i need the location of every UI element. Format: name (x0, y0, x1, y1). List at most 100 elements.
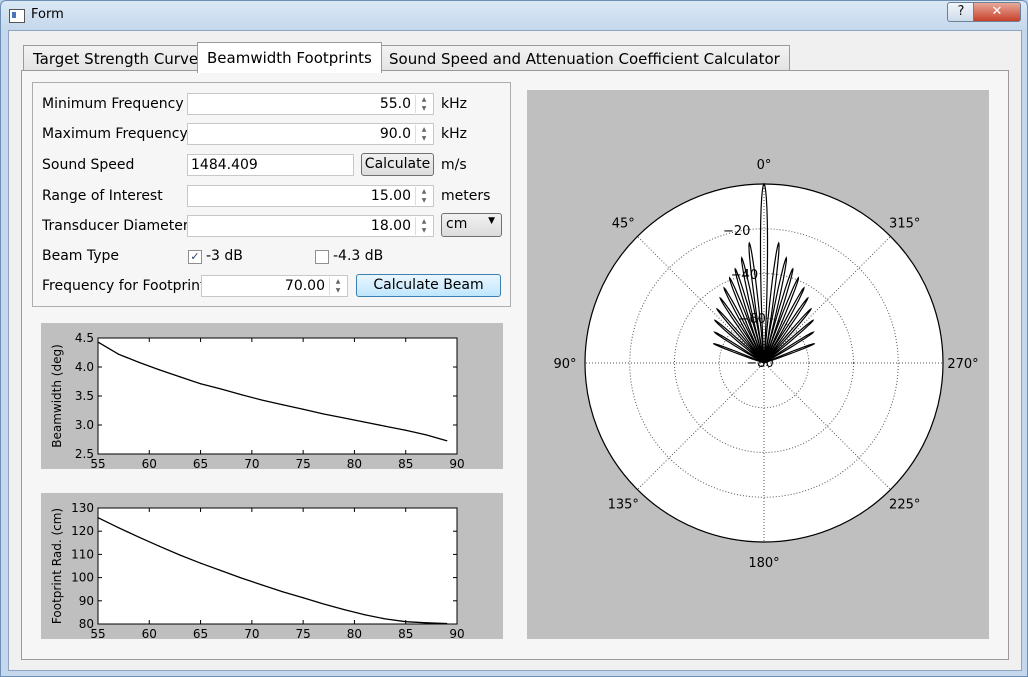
side-lobe (740, 256, 765, 364)
polar-angle-label: 0° (757, 158, 772, 173)
y-tick-label: 130 (71, 501, 94, 515)
spin-arrows-icon[interactable]: ▲ ▼ (415, 95, 432, 113)
data-point (138, 536, 140, 538)
diameter-spinbox[interactable]: 18.00 ▲ ▼ (187, 215, 434, 237)
data-point (117, 527, 120, 529)
footprint-chart: 55 60 65 70 75 80 85 90 80 90 100 110 120 130 Footprin… (50, 501, 465, 641)
diameter-unit-value: cm (446, 216, 468, 232)
footprint-frequency-spinbox[interactable]: 70.00 ▲ ▼ (201, 275, 348, 297)
diameter-unit-combo[interactable]: cm ▼ (441, 213, 502, 237)
sound-speed-unit: m/s (441, 157, 467, 173)
polar-angle-label: 225° (889, 498, 920, 513)
beam-4-3db-label: -4.3 dB (333, 248, 384, 264)
range-value: 15.00 (370, 188, 411, 204)
close-button[interactable]: ✕ (973, 2, 1021, 22)
data-point (425, 622, 427, 624)
data-point (302, 597, 304, 599)
sound-speed-input[interactable]: 1484.409 (187, 154, 354, 176)
x-tick-label: 60 (142, 457, 157, 469)
window-title: Form (31, 7, 64, 22)
side-lobe (715, 307, 765, 364)
data-point (405, 621, 407, 623)
footprint-frequency-value: 70.00 (284, 278, 325, 294)
calculate-beam-button[interactable]: Calculate Beam (356, 274, 501, 297)
side-lobe (763, 307, 813, 364)
y-axis-label: Footprint Rad. (cm) (50, 508, 64, 624)
data-point (282, 404, 284, 406)
polar-grid-circle (674, 273, 854, 453)
side-lobe (712, 343, 765, 364)
title-bar[interactable]: Form ? ✕ (1, 1, 1027, 31)
data-point (343, 417, 345, 419)
y-tick-label: 100 (71, 571, 94, 585)
x-tick-label: 75 (296, 627, 311, 639)
y-axis-label: Beamwidth (deg) (50, 344, 64, 448)
x-tick-label: 85 (398, 457, 413, 469)
y-tick-label: 120 (71, 524, 94, 538)
beam-3db-label: -3 dB (206, 248, 243, 264)
x-tick-label: 70 (244, 627, 259, 639)
client-area: Target Strength Curve Beamwidth Footprin… (8, 30, 1022, 671)
main-lobe (759, 182, 769, 364)
y-tick-label: 80 (79, 617, 94, 631)
data-point (158, 545, 161, 547)
min-frequency-unit: kHz (441, 96, 467, 112)
parameters-group: Minimum Frequency 55.0 ▲ ▼ kHz Maximum Fr… (32, 82, 511, 307)
data-point (302, 408, 304, 410)
range-unit: meters (441, 188, 491, 204)
y-tick-label: 3.0 (75, 418, 94, 432)
beam-4-3db-checkbox[interactable] (315, 250, 329, 264)
spin-arrows-icon[interactable]: ▲ ▼ (415, 187, 432, 205)
min-frequency-spinbox[interactable]: 55.0 ▲ ▼ (187, 93, 434, 115)
y-tick-label: 4.5 (75, 331, 94, 345)
side-lobe (723, 286, 765, 364)
data-point (446, 440, 448, 442)
side-lobe (763, 296, 809, 364)
beam-3db-checkbox[interactable]: ✓ (188, 250, 202, 264)
side-lobe (763, 319, 815, 364)
data-point (425, 434, 427, 436)
polar-angle-label: 270° (947, 357, 978, 372)
calculate-sound-speed-button[interactable]: Calculate (361, 153, 434, 176)
data-point (179, 554, 181, 556)
y-tick-label: 2.5 (75, 447, 94, 461)
x-tick-label: 75 (296, 457, 311, 469)
help-button[interactable]: ? (947, 2, 975, 22)
polar-grid-circle (629, 228, 899, 498)
data-point (220, 388, 222, 390)
side-lobe (763, 241, 780, 364)
max-frequency-value: 90.0 (379, 126, 411, 142)
x-tick-label: 55 (90, 627, 105, 639)
beamwidth-chart: 55 60 65 70 75 80 85 90 2.5 3.0 3.5 4.0 4.5 Beamwidth… (50, 331, 465, 471)
data-point (384, 618, 386, 620)
max-frequency-spinbox[interactable]: 90.0 ▲ ▼ (187, 123, 434, 145)
x-tick-label: 80 (347, 457, 362, 469)
tab-beamwidth-footprints[interactable]: Beamwidth Footprints (197, 42, 382, 73)
x-tick-label: 70 (244, 457, 259, 469)
data-point (199, 383, 202, 385)
data-point (117, 353, 120, 355)
tab-target-strength-curve[interactable]: Target Strength Curve (23, 45, 209, 72)
tab-sound-speed-calculator[interactable]: Sound Speed and Attenuation Coefficient … (379, 45, 790, 72)
data-point (323, 603, 325, 605)
spin-arrows-icon[interactable]: ▲ ▼ (329, 277, 346, 295)
data-point (199, 562, 202, 564)
side-lobe (763, 256, 788, 364)
max-frequency-label: Maximum Frequency (42, 126, 188, 142)
beamwidth-plot: 55 60 65 70 75 80 85 90 2.5 3.0 3.5 4.0 4.5 Beamwidth… (41, 323, 503, 471)
range-spinbox[interactable]: 15.00 ▲ ▼ (187, 185, 434, 207)
data-point (446, 622, 448, 625)
data-point (97, 517, 99, 519)
side-lobe (713, 331, 765, 364)
series-line (97, 517, 447, 625)
spin-arrows-icon[interactable]: ▲ ▼ (415, 217, 432, 235)
data-point (138, 361, 140, 363)
x-tick-label: 65 (193, 457, 208, 469)
side-lobe (763, 267, 794, 364)
spin-arrows-icon[interactable]: ▲ ▼ (415, 125, 432, 143)
diameter-value: 18.00 (370, 218, 411, 234)
polar-angle-label: 315° (889, 216, 920, 231)
side-lobe (763, 286, 805, 364)
side-lobe (734, 267, 765, 364)
